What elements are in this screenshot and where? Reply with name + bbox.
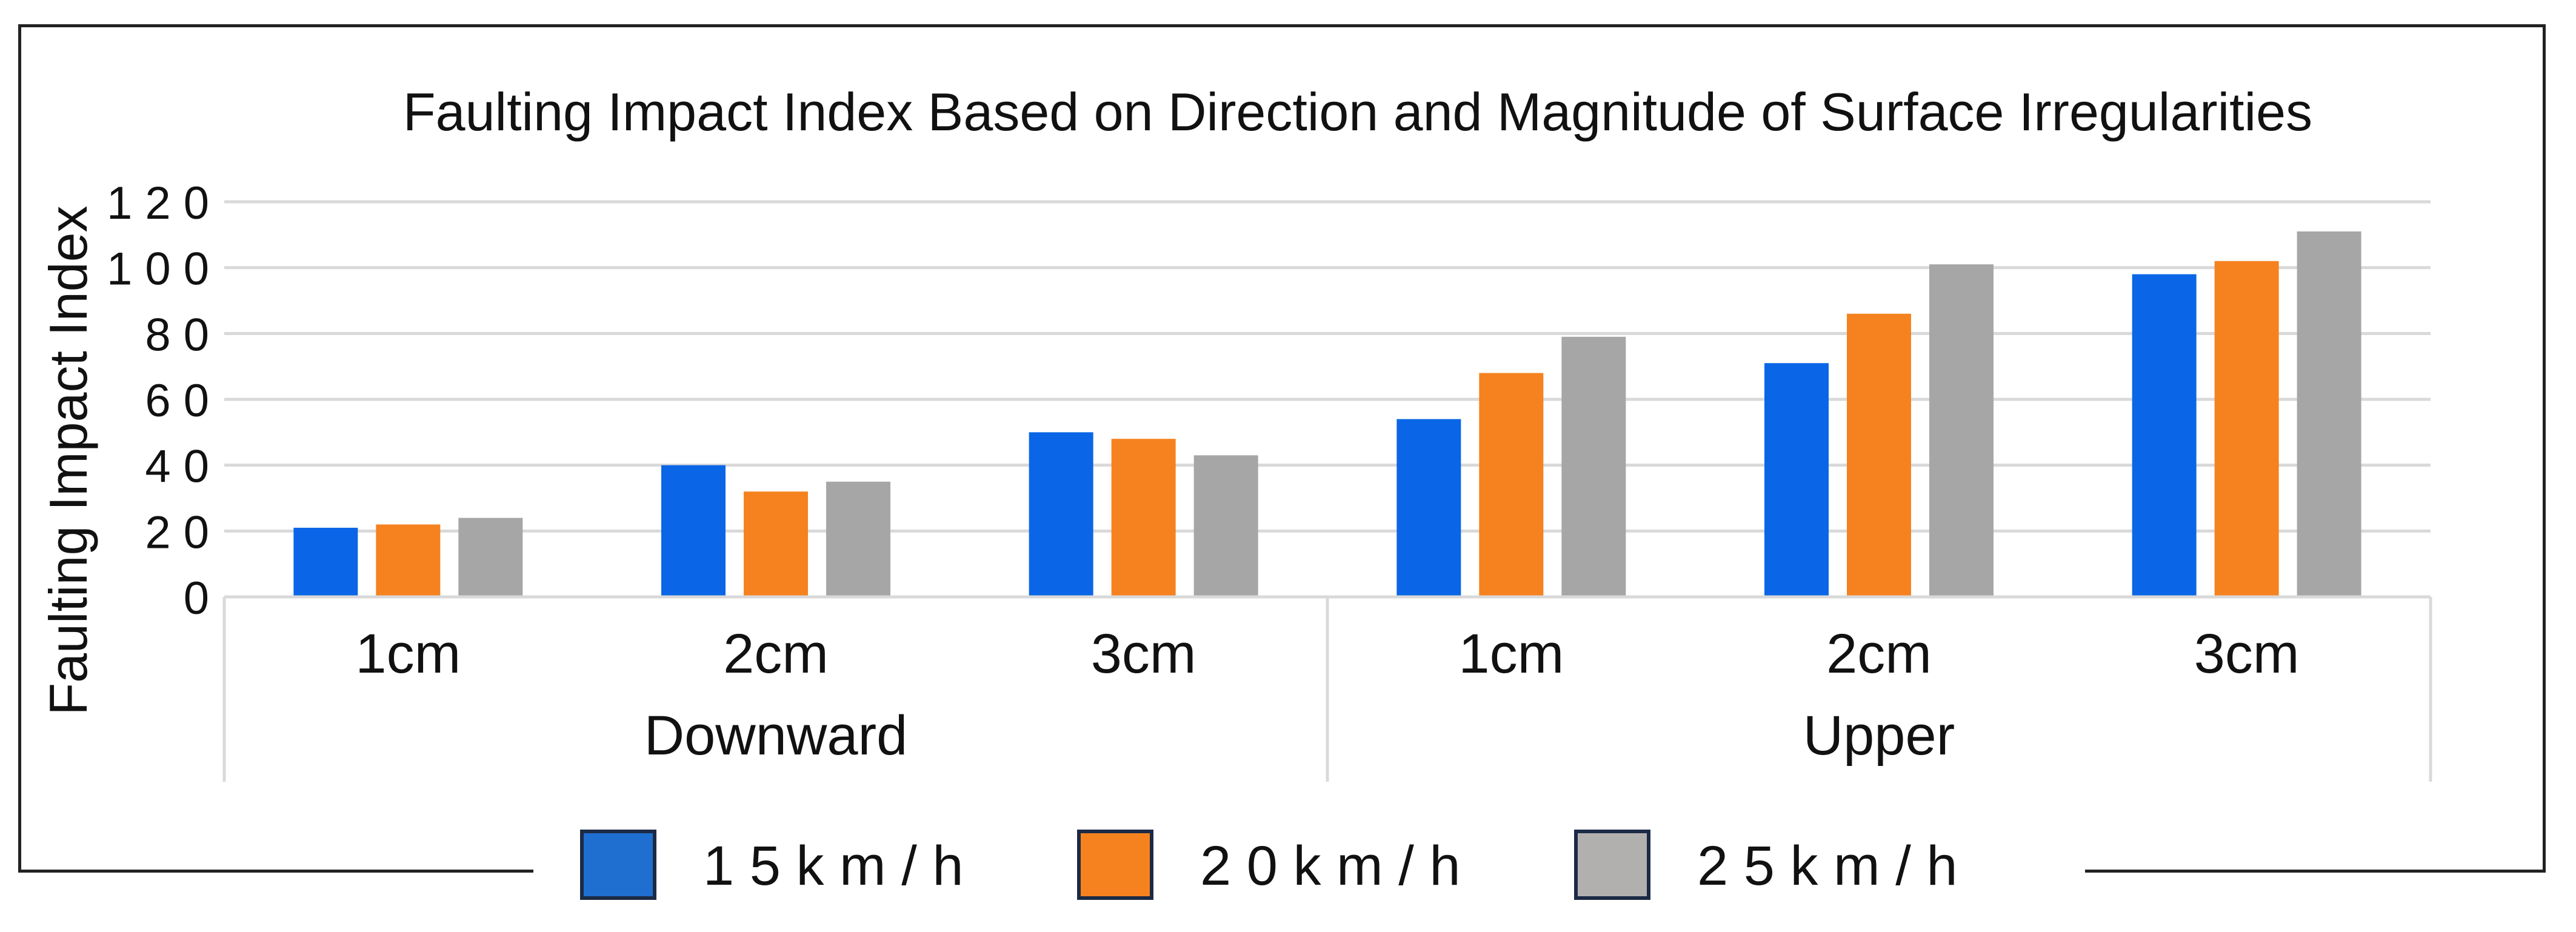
chart-title: Faulting Impact Index Based on Direction… (403, 82, 2312, 142)
bar-1-4 (1396, 419, 1461, 597)
bar-3-3 (1193, 455, 1258, 597)
bar-2-2 (744, 491, 808, 597)
bar-1-6 (2132, 274, 2197, 597)
y-tick-label: 0 (184, 573, 209, 624)
x-tick-label: 1cm (1458, 623, 1564, 685)
y-axis-label: Faulting Impact Index (38, 205, 98, 715)
chart-frame (18, 24, 2546, 873)
y-tick-label: 4 0 (145, 441, 209, 493)
bar-2-4 (1479, 373, 1544, 597)
legend-label-1: 1 5 k m / h (703, 835, 964, 897)
y-tick-label: 6 0 (145, 375, 209, 427)
bar-3-4 (1561, 336, 1626, 597)
legend-swatch-3 (1574, 830, 1650, 900)
x-tick-label: 2cm (1826, 623, 1932, 685)
legend: 1 5 k m / h 2 0 k m / h 2 5 k m / h (533, 824, 2085, 909)
y-tick-label: 1 2 0 (107, 178, 209, 229)
y-tick-label: 2 0 (145, 507, 209, 558)
bar-3-5 (1929, 264, 1994, 597)
group-label: Downward (644, 705, 908, 767)
bar-2-6 (2214, 261, 2279, 597)
bars (293, 231, 2361, 597)
y-tick-label: 8 0 (145, 309, 209, 361)
bar-3-2 (826, 481, 890, 597)
x-tick-label: 3cm (1091, 623, 1196, 685)
x-tick-label: 3cm (2194, 623, 2300, 685)
legend-label-2: 2 0 k m / h (1200, 835, 1461, 897)
bar-1-2 (661, 465, 726, 597)
legend-swatch-1 (580, 830, 656, 900)
bar-1-5 (1764, 363, 1829, 597)
bar-3-6 (2297, 231, 2361, 597)
bar-2-5 (1847, 313, 1911, 597)
gridlines (224, 200, 2431, 533)
group-label: Upper (1803, 705, 1955, 767)
bar-2-1 (376, 524, 441, 597)
legend-background (533, 824, 2085, 909)
legend-label-3: 2 5 k m / h (1697, 835, 1958, 897)
bar-2-3 (1111, 439, 1176, 597)
bar-1-1 (293, 527, 358, 597)
legend-swatch-2 (1077, 830, 1153, 900)
bar-1-3 (1029, 432, 1093, 597)
x-tick-label: 1cm (355, 623, 461, 685)
bar-3-1 (458, 518, 523, 597)
y-tick-label: 1 0 0 (107, 244, 209, 295)
x-tick-label: 2cm (723, 623, 829, 685)
axes: 0 2 0 4 0 6 0 8 0 1 0 0 1 2 0 1cm 2cm 3cm 1cm 2cm 3c… (107, 178, 2432, 782)
